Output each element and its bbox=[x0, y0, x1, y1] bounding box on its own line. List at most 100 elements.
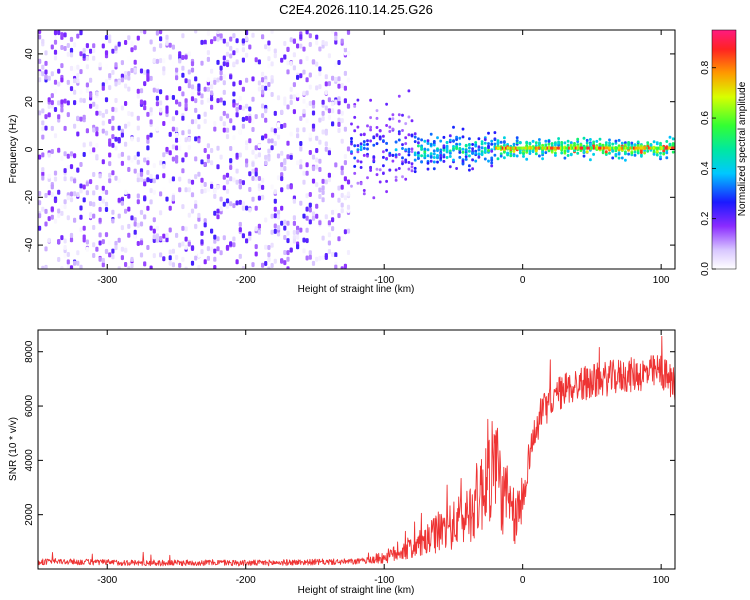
spectrogram-cell bbox=[222, 100, 226, 106]
spectrogram-cell bbox=[432, 149, 436, 153]
spectrogram-cell bbox=[41, 152, 45, 158]
spectrogram-cell bbox=[76, 167, 80, 173]
spectrogram-cell bbox=[127, 71, 131, 77]
spectrogram-cell bbox=[614, 141, 618, 145]
spectrogram-cell bbox=[79, 214, 83, 220]
spectrogram-cell bbox=[528, 146, 531, 150]
spectrogram-cell bbox=[318, 158, 322, 164]
spectrogram-cell bbox=[647, 146, 650, 150]
spectrogram-cell bbox=[445, 141, 449, 144]
spectrogram-cell bbox=[190, 91, 195, 97]
y-tick-label: 8000 bbox=[24, 340, 35, 363]
spectrogram-cell bbox=[85, 239, 89, 245]
spectrogram-cell bbox=[130, 157, 134, 163]
spectrogram-cell bbox=[541, 143, 544, 147]
spectrogram-cell bbox=[136, 177, 140, 183]
spectrogram-cell bbox=[598, 137, 602, 141]
spectrogram-cell bbox=[671, 137, 675, 141]
spectrogram-cell bbox=[238, 253, 242, 259]
spectrogram-cell bbox=[267, 138, 271, 144]
spectrogram-cell bbox=[385, 141, 388, 145]
colorbar-tick-label: 0.8 bbox=[700, 60, 711, 74]
spectrogram-cell bbox=[79, 51, 83, 57]
spectrogram-cell bbox=[292, 230, 296, 235]
spectrogram-cell bbox=[120, 151, 124, 157]
spectrogram-cell bbox=[296, 92, 300, 98]
spectrogram-cell bbox=[337, 83, 341, 89]
spectrogram-cell bbox=[633, 150, 637, 154]
spectrogram-cell bbox=[181, 115, 185, 121]
spectrogram-cell bbox=[420, 160, 423, 164]
spectrogram-cell bbox=[280, 258, 284, 264]
spectrogram-cell bbox=[388, 154, 392, 157]
spectrogram-cell bbox=[245, 205, 249, 211]
spectrogram-cell bbox=[98, 62, 102, 68]
spectrogram-cell bbox=[359, 182, 363, 186]
spectrogram-cell bbox=[213, 193, 217, 199]
spectrogram-cell bbox=[375, 167, 379, 171]
spectrogram-cell bbox=[305, 170, 309, 176]
spectrogram-cell bbox=[210, 104, 214, 110]
spectrogram-cell bbox=[41, 38, 45, 44]
spectrogram-cell bbox=[346, 204, 351, 210]
spectrogram-cell bbox=[124, 40, 128, 45]
spectrogram-cell bbox=[69, 47, 74, 53]
spectrogram-cell bbox=[636, 146, 639, 150]
spectrogram-cell bbox=[235, 259, 239, 265]
spectrogram-cell bbox=[468, 137, 471, 141]
spectrogram-cell bbox=[155, 225, 159, 231]
spectrogram-cell bbox=[175, 132, 179, 138]
spectrogram-cell bbox=[608, 151, 611, 155]
spectrogram-cell bbox=[79, 162, 83, 167]
spectrogram-cell bbox=[407, 150, 411, 154]
spectrogram-cell bbox=[241, 57, 245, 63]
spectrogram-cell bbox=[343, 176, 347, 182]
spectrogram-cell bbox=[331, 209, 335, 215]
spectrogram-cell bbox=[171, 61, 175, 67]
spectrogram-cell bbox=[280, 187, 284, 193]
spectrogram-cell bbox=[216, 59, 220, 65]
spectrogram-cell bbox=[213, 210, 217, 216]
spectrogram-cell bbox=[53, 198, 58, 204]
spectrogram-cell bbox=[203, 111, 207, 117]
spectrogram-cell bbox=[175, 232, 179, 238]
spectrogram-cell bbox=[273, 48, 277, 54]
spectrogram-cell bbox=[452, 139, 455, 143]
spectrogram-cell bbox=[477, 137, 481, 141]
spectrogram-cell bbox=[171, 95, 175, 100]
spectrogram-cell bbox=[286, 250, 290, 256]
spectrogram-cell bbox=[229, 146, 233, 151]
spectrogram-cell bbox=[366, 147, 369, 151]
spectrogram-cell bbox=[79, 116, 83, 122]
spectrogram-cell bbox=[184, 244, 188, 250]
spectrogram-cell bbox=[98, 256, 102, 262]
x-tick-label: 0 bbox=[520, 575, 526, 586]
spectrogram-cell bbox=[464, 155, 468, 159]
spectrogram-cell bbox=[569, 141, 573, 145]
spectrogram-cell bbox=[273, 53, 277, 59]
spectrogram-cell bbox=[518, 146, 521, 150]
spectrogram-cell bbox=[206, 86, 210, 92]
spectrogram-cell bbox=[216, 98, 220, 104]
spectrogram-cell bbox=[245, 158, 249, 164]
spectrogram-cell bbox=[200, 188, 204, 194]
spectrogram-cell bbox=[98, 195, 102, 201]
spectrogram-cell bbox=[340, 118, 344, 124]
spectrogram-cell bbox=[127, 266, 131, 269]
spectrogram-cell bbox=[232, 91, 236, 97]
spectrogram-cell bbox=[155, 233, 159, 239]
spectrogram-cell bbox=[47, 97, 51, 103]
spectrogram-cell bbox=[168, 255, 172, 261]
spectrogram-cell bbox=[468, 154, 471, 158]
spectrogram-cell bbox=[124, 123, 128, 129]
spectrogram-cell bbox=[299, 200, 303, 206]
spectrogram-cell bbox=[251, 161, 255, 167]
spectrogram-cell bbox=[668, 143, 672, 147]
spectrogram-cell bbox=[235, 106, 239, 112]
spectrogram-cell bbox=[499, 154, 503, 158]
spectrogram-cell bbox=[289, 94, 293, 100]
spectrogram-cell bbox=[397, 153, 401, 156]
spectrogram-cell bbox=[318, 194, 322, 199]
spectrogram-cell bbox=[175, 127, 179, 133]
spectrogram-cell bbox=[429, 152, 433, 156]
